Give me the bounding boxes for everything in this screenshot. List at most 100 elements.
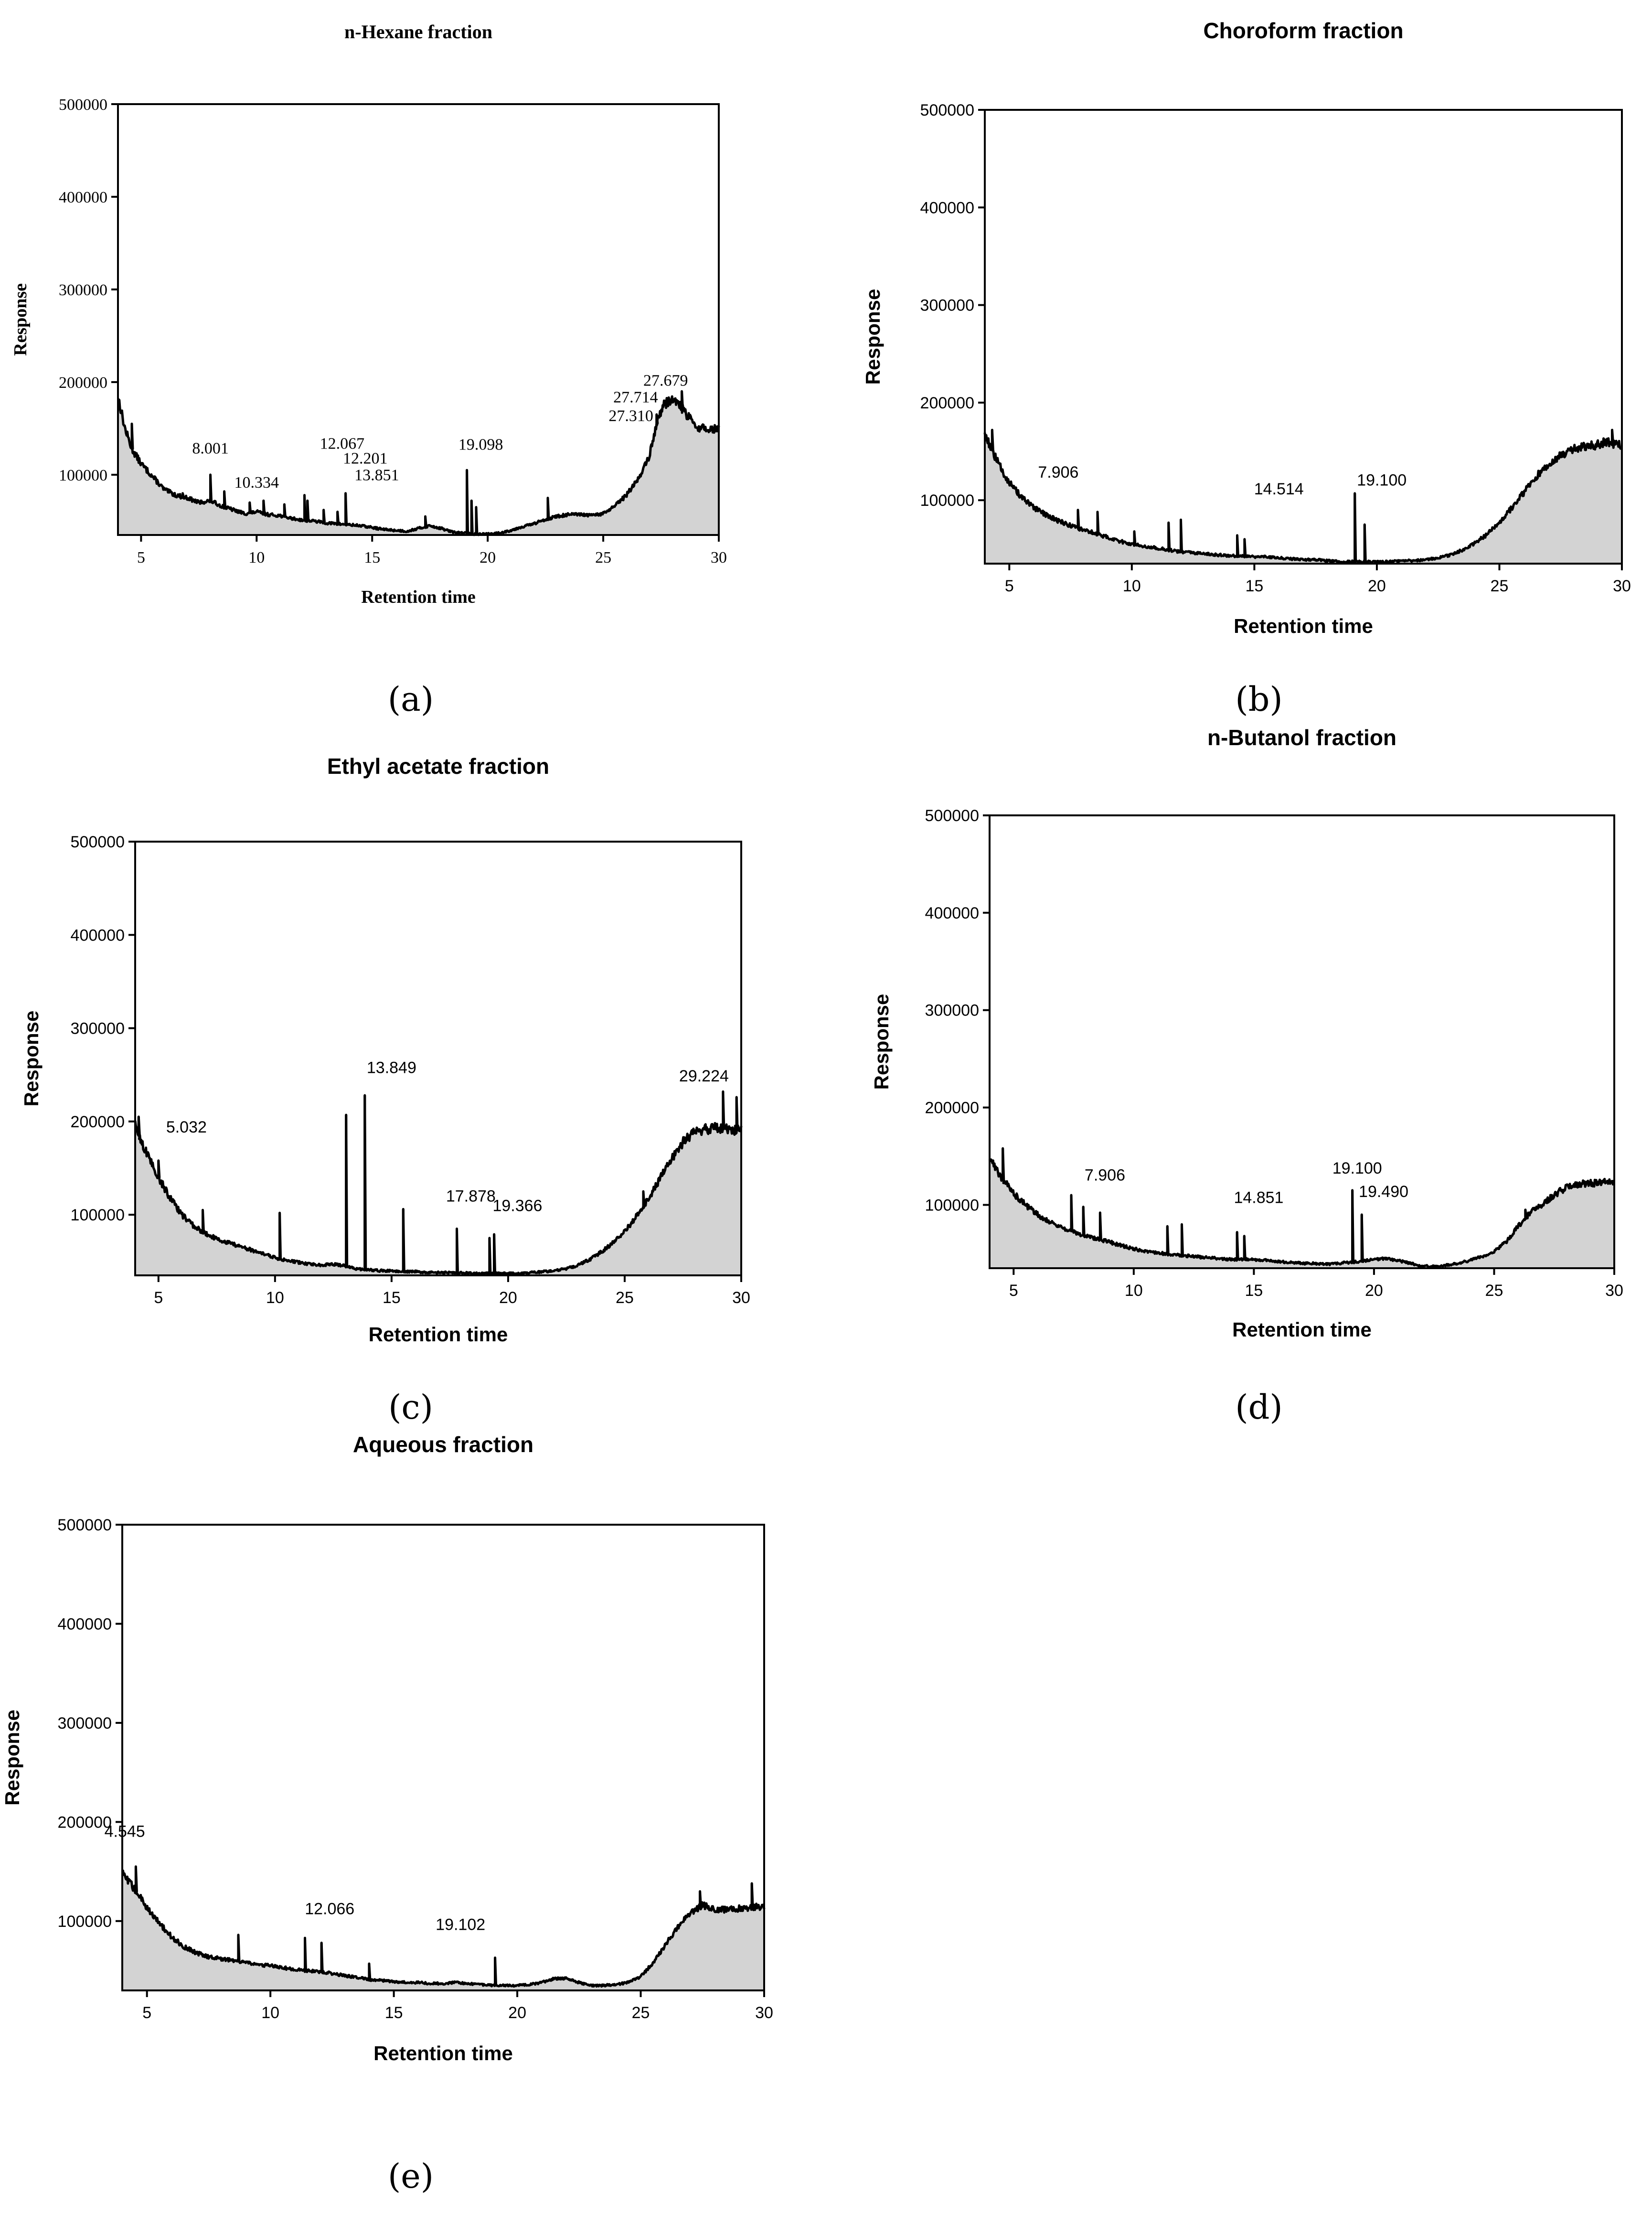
y-tick-label: 100000 [71, 1206, 125, 1224]
chromatogram-area [118, 391, 719, 535]
plot-frame [134, 841, 742, 1276]
y-tick-label: 300000 [925, 1002, 979, 1020]
x-tick-label: 30 [732, 1289, 750, 1307]
peak-annotation: 7.906 [1038, 463, 1078, 481]
x-tick-label: 20 [499, 1289, 517, 1307]
y-tick-label: 300000 [920, 297, 974, 315]
x-tick-label: 10 [261, 2004, 279, 2022]
y-tick-label: 400000 [71, 926, 125, 944]
chart-title: Choroform fraction [1203, 18, 1403, 43]
y-tick-label: 500000 [920, 101, 974, 119]
y-axis-label: Response [870, 994, 893, 1090]
x-tick-label: 30 [755, 2004, 773, 2022]
peak-annotation: 13.849 [367, 1058, 416, 1077]
y-axis-label: Response [20, 1011, 43, 1107]
y-tick-label: 200000 [925, 1099, 979, 1117]
y-tick-label: 400000 [920, 199, 974, 217]
peak-annotation: 4.545 [105, 1822, 145, 1840]
x-tick-label: 5 [1005, 577, 1014, 595]
x-axis-label: Retention time [369, 1323, 508, 1346]
x-tick-label: 30 [1605, 1282, 1623, 1300]
x-tick-label: 20 [1365, 1282, 1383, 1300]
chart-title: Aqueous fraction [353, 1432, 533, 1457]
y-tick-label: 300000 [71, 1020, 125, 1038]
x-tick-label: 10 [1123, 577, 1141, 595]
x-tick-label: 25 [632, 2004, 650, 2022]
peak-annotation: 14.514 [1254, 480, 1304, 498]
x-axis-label: Retention time [1234, 615, 1373, 637]
chart-title: n-Hexane fraction [344, 21, 492, 43]
caption-b: (b) [1235, 680, 1282, 719]
x-tick-label: 10 [248, 549, 265, 567]
y-axis-label: Response [11, 283, 31, 356]
x-tick-label: 20 [480, 549, 496, 567]
x-tick-label: 15 [383, 1289, 401, 1307]
x-tick-label: 15 [1245, 577, 1263, 595]
x-tick-label: 10 [1125, 1282, 1143, 1300]
plot-frame [117, 103, 720, 536]
peak-annotation: 29.224 [679, 1067, 729, 1085]
y-tick-label: 500000 [59, 96, 107, 114]
x-tick-label: 5 [154, 1289, 163, 1307]
chart-n-butanol: n-Butanol fraction 100000 200000 300000 4000… [870, 725, 1623, 1341]
chart-title: Ethyl acetate fraction [327, 754, 549, 779]
chart-ethyl-acetate: Ethyl acetate fraction 100000 200000 300000… [20, 754, 750, 1346]
x-tick-label: 30 [711, 549, 727, 567]
y-tick-label: 300000 [58, 1714, 112, 1732]
chromatogram-line [988, 1147, 1615, 1269]
plot-frame [121, 1524, 765, 1991]
peak-annotation: 7.906 [1085, 1166, 1125, 1185]
x-tick-label: 25 [616, 1289, 634, 1307]
peak-annotation: 10.334 [234, 474, 279, 492]
y-tick-label: 200000 [59, 374, 107, 392]
y-axis-label: Response [1, 1710, 23, 1806]
y-tick-label: 500000 [71, 833, 125, 851]
peak-annotation: 27.310 [608, 407, 653, 425]
chromatogram-area [135, 1091, 741, 1275]
plot-frame [984, 109, 1623, 565]
peak-annotation: 19.100 [1332, 1159, 1382, 1177]
peak-annotation: 13.851 [354, 467, 399, 484]
x-tick-label: 5 [1009, 1282, 1018, 1300]
chromatogram-line [121, 1865, 766, 1988]
y-tick-label: 200000 [920, 394, 974, 412]
x-tick-label: 15 [364, 549, 380, 567]
x-tick-label: 15 [385, 2004, 403, 2022]
y-tick-label: 200000 [71, 1113, 125, 1131]
peak-annotation: 19.366 [492, 1197, 542, 1215]
peak-annotation: 19.102 [436, 1915, 485, 1934]
y-tick-label: 500000 [58, 1516, 112, 1534]
chromatogram-area [985, 430, 1622, 564]
x-tick-label: 30 [1613, 577, 1631, 595]
x-tick-label: 25 [595, 549, 611, 567]
y-tick-label: 500000 [925, 807, 979, 825]
plot-frame [989, 814, 1615, 1269]
y-tick-label: 400000 [58, 1615, 112, 1633]
x-tick-label: 5 [142, 2004, 151, 2022]
chromatogram-line [117, 390, 720, 536]
x-axis-label: Retention time [361, 587, 476, 607]
peak-annotation: 17.878 [446, 1187, 496, 1206]
x-axis-label: Retention time [373, 2042, 513, 2064]
chromatogram-area [122, 1866, 764, 1990]
x-tick-label: 15 [1245, 1282, 1263, 1300]
peak-annotation: 8.001 [192, 439, 229, 457]
chromatogram-line [134, 1090, 743, 1276]
peak-annotation: 19.490 [1359, 1183, 1408, 1201]
chart-aqueous: Aqueous fraction 100000 200000 300000 400000… [1, 1432, 773, 2064]
y-tick-label: 100000 [925, 1196, 979, 1214]
x-tick-label: 25 [1491, 577, 1509, 595]
x-tick-label: 20 [508, 2004, 526, 2022]
peak-annotation: 5.032 [166, 1118, 207, 1136]
y-tick-label: 100000 [59, 467, 107, 484]
chart-chloroform: Choroform fraction 100000 200000 300000 4000… [862, 18, 1631, 637]
x-tick-label: 25 [1485, 1282, 1503, 1300]
peak-annotation: 19.100 [1357, 471, 1407, 490]
caption-a: (a) [388, 680, 434, 719]
x-axis-label: Retention time [1232, 1318, 1372, 1341]
caption-e: (e) [388, 2157, 434, 2196]
y-tick-label: 200000 [58, 1813, 112, 1831]
caption-c: (c) [388, 1388, 433, 1427]
y-axis-label: Response [862, 289, 884, 385]
